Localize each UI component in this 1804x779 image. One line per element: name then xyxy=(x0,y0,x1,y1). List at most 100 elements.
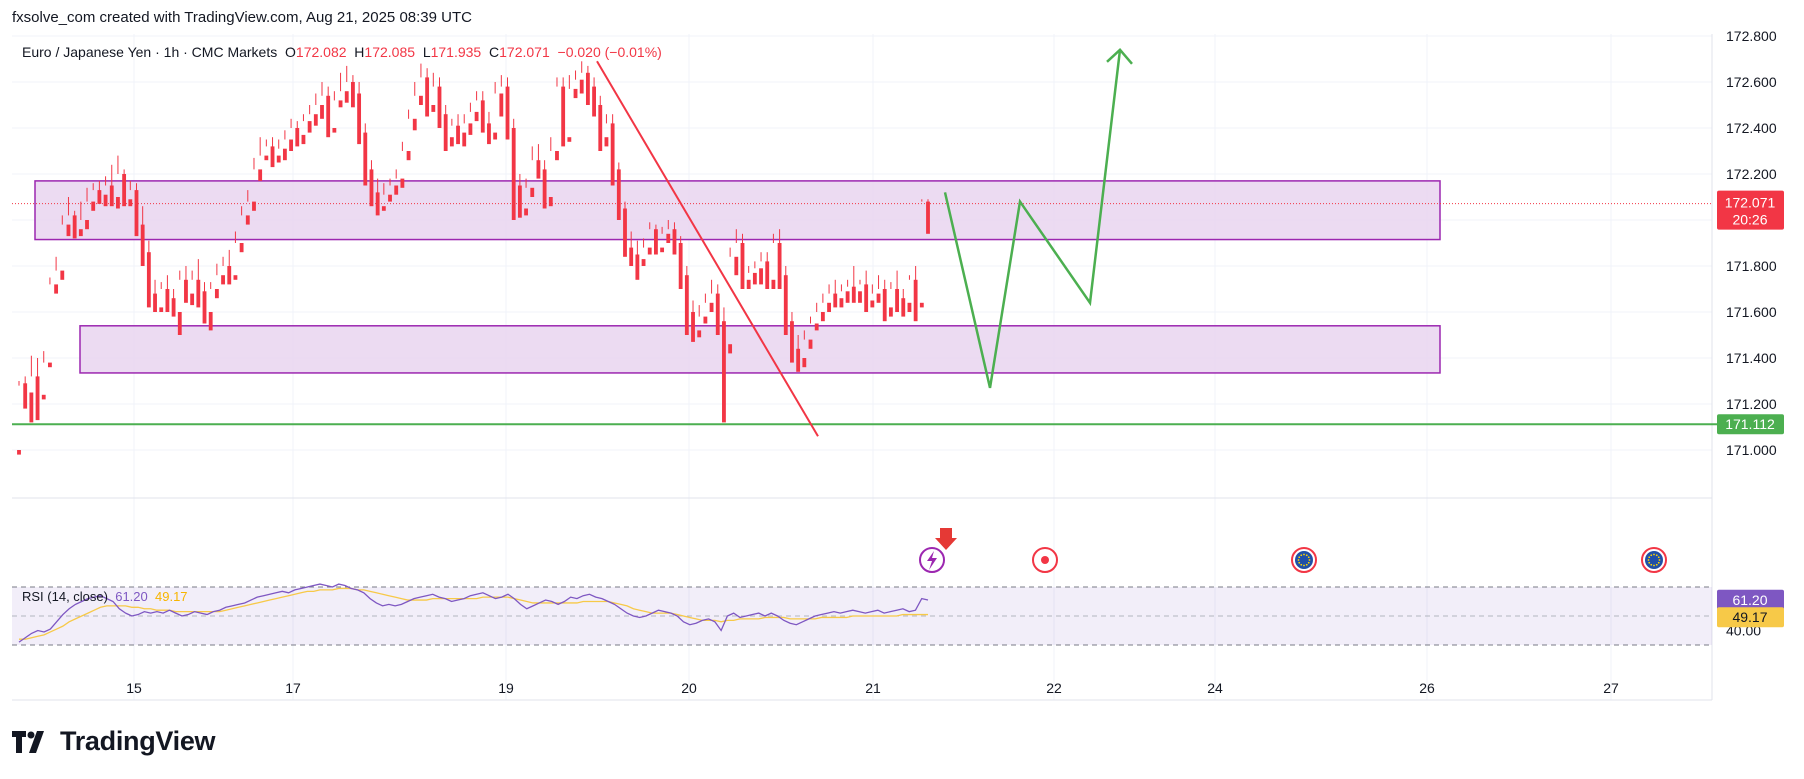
candle xyxy=(140,206,145,266)
time-tick-label: 17 xyxy=(285,680,301,696)
candle xyxy=(85,187,89,230)
candle xyxy=(882,279,887,322)
candle xyxy=(796,335,801,372)
candle xyxy=(109,164,114,207)
candle xyxy=(258,137,263,181)
candle xyxy=(858,279,862,303)
candle-body xyxy=(660,247,665,253)
candle-body xyxy=(524,208,528,216)
time-axis[interactable]: 15 17 19 20 21 22 24 26 27 xyxy=(126,680,1619,696)
candle-body xyxy=(493,132,498,140)
eu-star xyxy=(1300,554,1303,557)
candle xyxy=(833,279,838,308)
candle-body xyxy=(196,279,201,308)
open-label: O xyxy=(285,44,296,60)
candle xyxy=(60,215,65,280)
candle-body xyxy=(752,272,757,285)
price-axis[interactable]: 172.800172.600172.400172.200172.000171.8… xyxy=(1726,28,1777,458)
candle xyxy=(289,118,293,151)
candle-body xyxy=(629,247,634,266)
candle xyxy=(357,82,362,145)
candle xyxy=(808,316,813,349)
close-value: 172.071 xyxy=(499,44,550,60)
candle-body xyxy=(623,208,627,257)
candle xyxy=(678,236,683,289)
candle xyxy=(913,266,918,322)
candle-body xyxy=(517,185,522,218)
rsi-name[interactable]: RSI (14, close) xyxy=(22,589,108,604)
candle xyxy=(487,111,491,145)
candle-body xyxy=(419,95,423,105)
eu-star xyxy=(1657,561,1660,564)
candle-body xyxy=(443,114,448,151)
candle xyxy=(171,289,176,317)
candle-body xyxy=(351,82,355,108)
low-value: 171.935 xyxy=(430,44,482,60)
candle xyxy=(493,82,498,140)
candle xyxy=(72,210,77,239)
time-tick-label: 27 xyxy=(1603,680,1619,696)
candle xyxy=(851,266,856,303)
candle xyxy=(666,220,671,243)
candle-body xyxy=(116,197,120,209)
candle-body xyxy=(654,229,658,255)
candle-body xyxy=(437,86,442,128)
lower-zone xyxy=(79,325,1441,374)
candle-body xyxy=(462,132,467,147)
countdown-label: 20:26 xyxy=(1732,212,1767,228)
last-price-badge xyxy=(1717,190,1784,230)
candle-body xyxy=(245,215,250,225)
candle xyxy=(864,270,869,312)
price-tick-label: 172.600 xyxy=(1726,74,1777,90)
candle xyxy=(54,256,59,294)
candle xyxy=(567,75,572,142)
candle xyxy=(641,238,646,266)
candle xyxy=(326,86,331,138)
candle xyxy=(264,139,269,161)
tradingview-logo[interactable]: TradingView xyxy=(12,726,216,757)
rsi-value: 61.20 xyxy=(115,589,148,604)
eu-star xyxy=(1655,563,1658,566)
candle-body xyxy=(190,293,195,306)
candle xyxy=(480,91,485,133)
tradingview-logo-text: TradingView xyxy=(60,726,216,756)
events[interactable] xyxy=(919,528,1667,573)
candle-body xyxy=(357,93,362,145)
candle-body xyxy=(536,160,541,179)
candle xyxy=(227,249,232,285)
candle xyxy=(870,284,875,308)
candle-body xyxy=(41,394,46,400)
candle-body xyxy=(289,139,293,151)
price-tick-label: 172.800 xyxy=(1726,28,1777,44)
candle xyxy=(128,180,133,207)
tradingview-logo-icon xyxy=(12,730,44,753)
candle-body xyxy=(425,77,430,117)
candle-body xyxy=(456,125,460,145)
candle-body xyxy=(814,323,819,331)
rsi-ma-label: 49.17 xyxy=(1732,609,1767,625)
candle-body xyxy=(239,243,244,253)
candle-body xyxy=(697,330,702,338)
candle xyxy=(431,72,436,112)
price-tick-label: 171.800 xyxy=(1726,258,1777,274)
candle xyxy=(419,63,423,105)
red-arrow-down-icon[interactable] xyxy=(935,528,957,550)
candle-body xyxy=(684,275,689,335)
candle xyxy=(17,381,21,455)
eu-flag-fill xyxy=(1295,551,1313,569)
rsi-ma-value: 49.17 xyxy=(155,589,188,604)
candle-body xyxy=(85,220,89,230)
candle-body xyxy=(474,111,479,122)
candle xyxy=(635,240,640,280)
candle-body xyxy=(610,123,615,186)
candle-body xyxy=(468,123,473,135)
candle xyxy=(598,95,603,151)
candle xyxy=(449,118,454,147)
candle xyxy=(190,270,195,306)
symbol-name[interactable]: Euro / Japanese Yen · 1h · CMC Markets xyxy=(22,44,278,60)
candle-body xyxy=(449,137,454,147)
projection-arrowhead xyxy=(1106,48,1133,65)
candle xyxy=(722,307,726,423)
candle-body xyxy=(592,86,596,117)
